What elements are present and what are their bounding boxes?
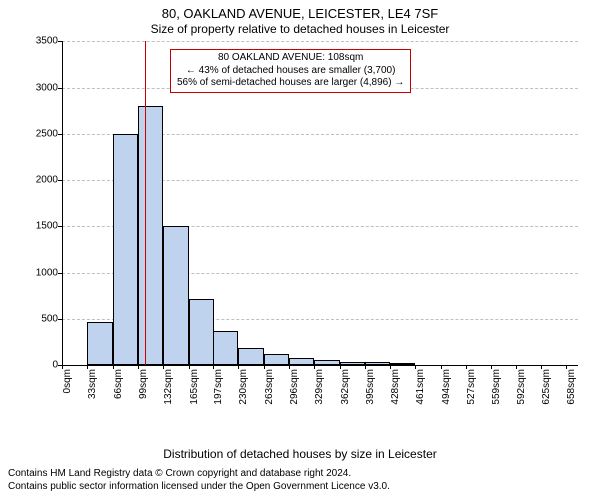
x-axis-label: Distribution of detached houses by size … [0, 447, 600, 461]
x-tick-label: 428sqm [390, 369, 401, 405]
histogram-bar [289, 358, 314, 365]
x-tick-label: 296sqm [289, 369, 300, 405]
y-tick-label: 3000 [36, 82, 58, 93]
x-tick-label: 165sqm [189, 369, 200, 405]
x-tick-label: 625sqm [541, 369, 552, 405]
x-tick-label: 99sqm [138, 369, 149, 399]
grid-line [62, 41, 578, 43]
x-tick-label: 592sqm [516, 369, 527, 405]
y-tick-label: 1500 [36, 221, 58, 232]
x-tick-label: 395sqm [365, 369, 376, 405]
x-tick-label: 230sqm [238, 369, 249, 405]
chart-header: 80, OAKLAND AVENUE, LEICESTER, LE4 7SF S… [0, 0, 600, 37]
property-callout: 80 OAKLAND AVENUE: 108sqm← 43% of detach… [170, 49, 411, 93]
x-tick-label: 66sqm [113, 369, 124, 399]
x-tick-label: 362sqm [340, 369, 351, 405]
histogram-bar [264, 354, 289, 365]
y-tick-label: 500 [41, 313, 58, 324]
histogram-bar [163, 226, 188, 365]
histogram-bar [138, 106, 163, 365]
histogram-bar [189, 299, 214, 366]
x-tick-label: 132sqm [163, 369, 174, 405]
x-tick-label: 329sqm [314, 369, 325, 405]
footer-line-1: Contains HM Land Registry data © Crown c… [8, 467, 592, 480]
y-tick-label: 1000 [36, 267, 58, 278]
y-axis-line [62, 41, 63, 365]
x-tick-label: 33sqm [87, 369, 98, 399]
x-tick-label: 527sqm [466, 369, 477, 405]
x-tick-label: 559sqm [491, 369, 502, 405]
x-axis-line [62, 365, 578, 366]
callout-line3: 56% of semi-detached houses are larger (… [177, 77, 404, 90]
histogram-bar [87, 322, 112, 366]
histogram-bar [113, 134, 138, 365]
y-tick-label: 3500 [36, 36, 58, 47]
callout-line1: 80 OAKLAND AVENUE: 108sqm [177, 52, 404, 65]
chart-container: Number of detached properties 0500100015… [0, 37, 600, 463]
plot-area: 05001000150020002500300035000sqm33sqm66s… [62, 41, 578, 365]
x-tick-label: 263sqm [264, 369, 275, 405]
callout-line2: ← 43% of detached houses are smaller (3,… [177, 65, 404, 78]
x-tick-label: 658sqm [566, 369, 577, 405]
y-tick-label: 2000 [36, 175, 58, 186]
footer-line-2: Contains public sector information licen… [8, 480, 592, 493]
x-tick-label: 197sqm [213, 369, 224, 405]
x-tick-label: 461sqm [415, 369, 426, 405]
histogram-bar [238, 348, 263, 366]
chart-title: 80, OAKLAND AVENUE, LEICESTER, LE4 7SF [0, 6, 600, 22]
chart-subtitle: Size of property relative to detached ho… [0, 22, 600, 37]
footer: Contains HM Land Registry data © Crown c… [0, 463, 600, 493]
x-tick-label: 494sqm [441, 369, 452, 405]
x-tick-label: 0sqm [62, 369, 73, 393]
histogram-bar [213, 331, 238, 365]
y-tick-label: 2500 [36, 128, 58, 139]
property-marker-line [145, 41, 146, 365]
y-tick-label: 0 [52, 360, 58, 371]
